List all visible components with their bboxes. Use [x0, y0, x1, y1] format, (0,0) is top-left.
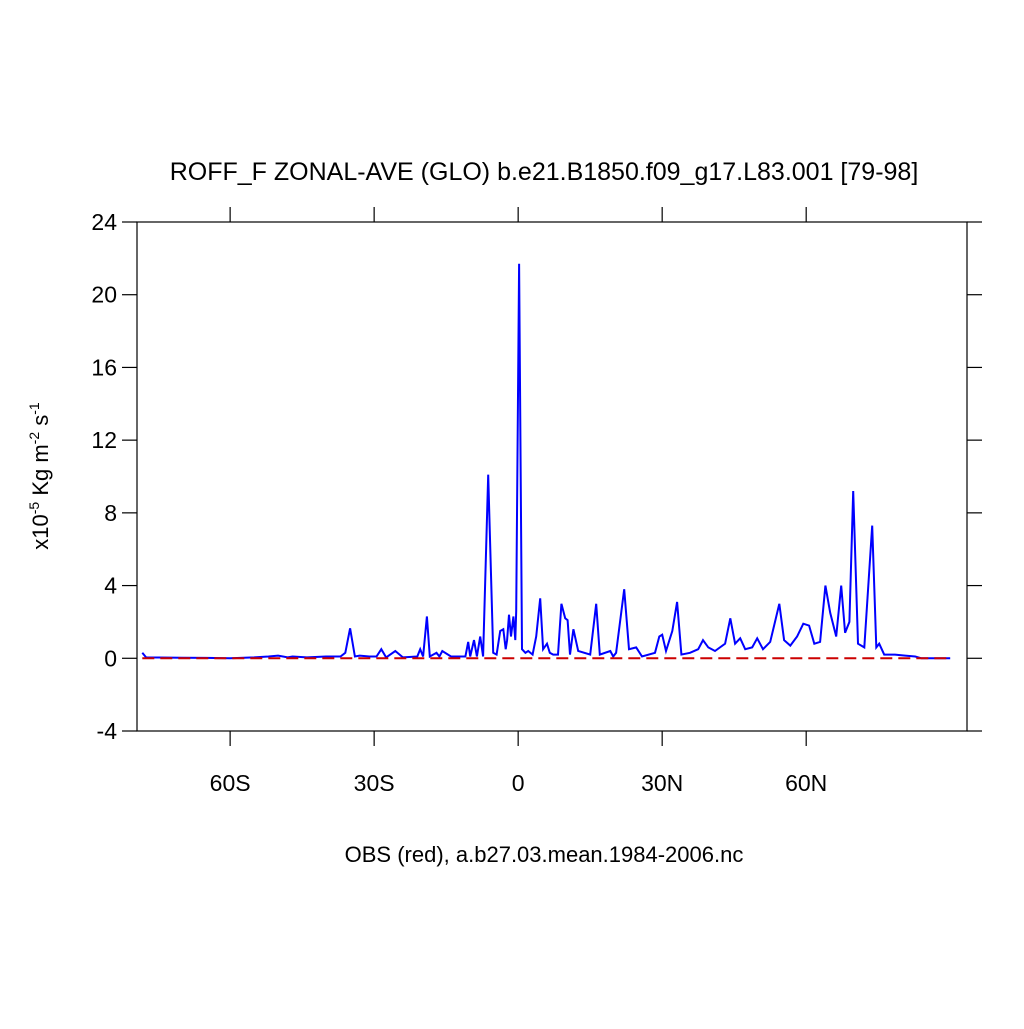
y-label-sup: -5	[26, 502, 42, 515]
y-tick-label: 24	[91, 209, 117, 235]
y-tick-label: 8	[104, 500, 117, 526]
y-tick-label: 0	[104, 645, 117, 671]
y-label-sup: -2	[26, 432, 42, 445]
y-label-part: x10	[28, 514, 53, 549]
x-tick-label: 0	[512, 770, 525, 796]
x-tick-label: 30N	[641, 770, 683, 796]
y-tick-label: 20	[91, 282, 117, 308]
x-tick-label: 60S	[210, 770, 251, 796]
y-tick-label: 12	[91, 427, 117, 453]
x-axis-label: OBS (red), a.b27.03.mean.1984-2006.nc	[345, 842, 744, 867]
y-tick-label: 16	[91, 354, 117, 380]
x-tick-label: 30S	[354, 770, 395, 796]
x-tick-label: 60N	[785, 770, 827, 796]
y-tick-label: -4	[97, 718, 118, 744]
y-label-sup: -1	[26, 402, 42, 415]
series-line	[141, 263, 951, 660]
y-axis-label: x10-5 Kg m-2 s-1	[26, 402, 53, 550]
y-tick-label: 4	[104, 573, 117, 599]
y-label-part: s	[28, 415, 53, 432]
chart-title: ROFF_F ZONAL-AVE (GLO) b.e21.B1850.f09_g…	[170, 158, 919, 186]
y-label-part: Kg m	[28, 444, 53, 501]
plot-frame	[136, 221, 968, 732]
